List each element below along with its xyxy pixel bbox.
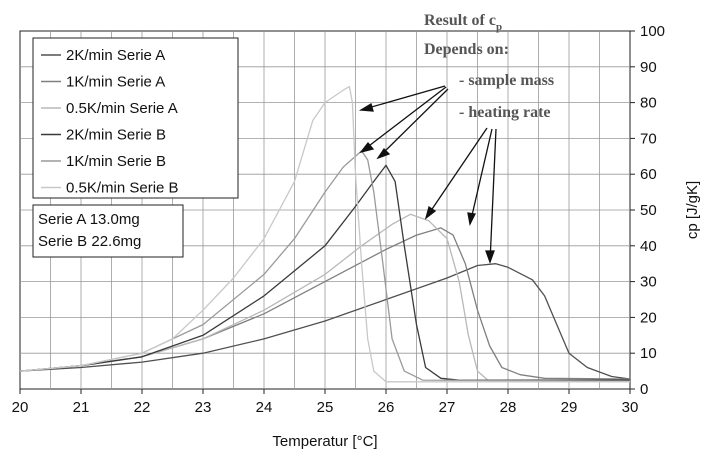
note-serie-b: Serie B 22.6mg bbox=[38, 233, 141, 250]
series-line-1 bbox=[19, 263, 631, 380]
arrow-rate-1-head bbox=[424, 205, 437, 220]
series-line-5 bbox=[19, 150, 631, 382]
legend-label: 1K/min Serie A bbox=[66, 74, 165, 91]
legend-label: 0.5K/min Serie B bbox=[66, 180, 179, 197]
arrow-rate-3 bbox=[489, 128, 497, 263]
y-tick-label: 0 bbox=[640, 381, 648, 398]
y-tick-label: 70 bbox=[640, 130, 657, 147]
arrow-mass-2 bbox=[360, 86, 447, 153]
annotation-depends: Depends on: bbox=[424, 41, 509, 58]
x-tick-label: 28 bbox=[500, 399, 517, 416]
legend-label: 1K/min Serie B bbox=[66, 153, 166, 170]
y-tick-label: 10 bbox=[640, 345, 657, 362]
arrow-mass-2-head bbox=[359, 141, 375, 154]
arrow-mass-1 bbox=[360, 85, 446, 111]
y-tick-label: 60 bbox=[640, 166, 657, 183]
annotation: Result of cp Depends on: - sample mass -… bbox=[358, 12, 554, 264]
x-tick-label: 30 bbox=[622, 399, 639, 416]
legend-box bbox=[32, 37, 239, 199]
y-tick-label: 80 bbox=[640, 95, 657, 112]
x-tick-label: 21 bbox=[73, 399, 90, 416]
y-axis-ticks: 0 10 20 30 40 50 60 70 80 90 100 bbox=[630, 23, 665, 398]
arrow-mass-1-head bbox=[358, 103, 374, 112]
x-tick-label: 26 bbox=[378, 399, 395, 416]
legend: 2K/min Serie A 1K/min Serie A 0.5K/min Ser… bbox=[32, 37, 239, 199]
x-tick-label: 22 bbox=[134, 399, 151, 416]
annotation-title-subscript: p bbox=[496, 21, 502, 33]
x-axis-label: Temperatur [°C] bbox=[272, 433, 377, 450]
series-lines bbox=[19, 85, 631, 383]
y-tick-label: 90 bbox=[640, 59, 657, 76]
annotation-arrows bbox=[358, 85, 497, 264]
y-tick-label: 30 bbox=[640, 274, 657, 291]
series-line-3 bbox=[19, 213, 630, 383]
annotation-sample-mass: - sample mass bbox=[459, 72, 554, 89]
legend-label: 2K/min Serie B bbox=[66, 127, 166, 144]
x-axis-ticks: 20 21 22 23 24 25 26 27 28 29 30 bbox=[12, 389, 639, 416]
sample-mass-note: Serie A 13.0mg Serie B 22.6mg bbox=[32, 204, 184, 258]
arrow-mass-3-head bbox=[376, 147, 391, 160]
y-tick-label: 20 bbox=[640, 309, 657, 326]
arrow-rate-1 bbox=[425, 127, 488, 219]
x-tick-label: 25 bbox=[317, 399, 334, 416]
y-tick-label: 100 bbox=[640, 23, 665, 40]
y-axis-label: cp [J/gK] bbox=[684, 181, 701, 239]
annotation-title: Result of cp bbox=[424, 12, 502, 33]
x-tick-label: 29 bbox=[561, 399, 578, 416]
annotation-heating-rate: - heating rate bbox=[459, 104, 551, 121]
arrow-rate-2-head bbox=[467, 212, 476, 227]
note-box bbox=[32, 204, 184, 258]
series-line-4 bbox=[19, 164, 630, 381]
arrow-mass-3 bbox=[377, 88, 449, 159]
arrow-rate-2 bbox=[469, 128, 493, 225]
series-line-6 bbox=[19, 85, 630, 383]
x-tick-label: 27 bbox=[439, 399, 456, 416]
x-tick-label: 24 bbox=[256, 399, 273, 416]
note-serie-a: Serie A 13.0mg bbox=[38, 211, 140, 228]
x-tick-label: 23 bbox=[195, 399, 212, 416]
legend-label: 0.5K/min Serie A bbox=[66, 100, 178, 117]
y-tick-label: 50 bbox=[640, 202, 657, 219]
arrow-rate-3-head bbox=[485, 250, 495, 264]
x-tick-label: 20 bbox=[12, 399, 29, 416]
y-tick-label: 40 bbox=[640, 238, 657, 255]
legend-label: 2K/min Serie A bbox=[66, 47, 165, 64]
